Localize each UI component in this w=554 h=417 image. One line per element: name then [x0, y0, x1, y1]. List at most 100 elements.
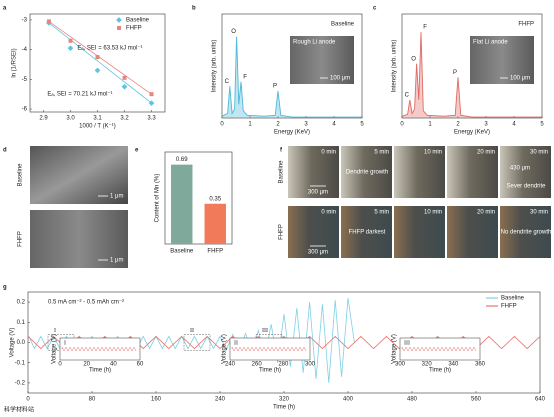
- inset-x-tick-label: 260: [252, 362, 263, 368]
- x-tick-label: 2: [456, 122, 460, 128]
- note: 430 μm: [510, 166, 530, 172]
- peak-label: F: [243, 74, 247, 80]
- inset-x-tick-label: 0: [58, 362, 62, 368]
- x-tick-label: 240: [215, 397, 226, 403]
- x-axis-label: Energy (KeV): [274, 130, 310, 136]
- x-tick-label: 160: [151, 397, 162, 403]
- peak-label: P: [273, 83, 277, 89]
- x-tick-label: 3.3: [147, 116, 156, 122]
- x-tick-label: 3.2: [120, 116, 129, 122]
- peak-label: C: [225, 79, 230, 85]
- scale-label: 100 μm: [330, 76, 350, 82]
- y-tick-label: 0.1: [17, 320, 26, 326]
- x-tick-label: 2.9: [39, 116, 48, 122]
- data-point: [148, 100, 155, 106]
- annotation: Eₐ, SEI = 63.53 kJ mol⁻¹: [77, 46, 142, 52]
- panel-label: e: [135, 148, 139, 154]
- inset-frame: [399, 337, 481, 361]
- inset-y-label: Voltage (V): [52, 334, 58, 364]
- x-tick-label: 0: [220, 122, 224, 128]
- scale-label: 1 μm: [110, 258, 123, 264]
- optical-image: [288, 146, 339, 198]
- peak-label: O: [411, 56, 416, 62]
- note: FHFP darkest: [349, 230, 386, 236]
- y-tick-label: -6: [22, 107, 28, 113]
- panel-label: a: [3, 6, 7, 12]
- time-label: 10 min: [424, 210, 442, 216]
- inset-x-label: Time (h): [429, 368, 451, 374]
- inset-x-tick-label: 280: [278, 362, 289, 368]
- chart-title: FHFP: [518, 22, 534, 28]
- optical-image: [288, 206, 339, 258]
- x-tick-label: 1: [428, 122, 432, 128]
- data-point: [67, 45, 74, 51]
- time-label: 20 min: [477, 210, 495, 216]
- condition-label: 0.5 mA cm⁻² - 0.5 mAh cm⁻²: [48, 300, 124, 306]
- legend-label: FHFP: [126, 26, 142, 32]
- data-line: [221, 36, 362, 118]
- x-tick-label: 400: [343, 397, 354, 403]
- chart-title: Baseline: [331, 22, 355, 28]
- inset-label: I: [64, 340, 66, 346]
- y-axis-label: Voltage (V): [10, 328, 16, 358]
- x-tick-label: 320: [279, 397, 290, 403]
- note: No dendrite growth: [501, 230, 552, 236]
- inset-x-tick-label: 320: [422, 362, 433, 368]
- spectrum-area: [222, 36, 362, 118]
- inset-label: III: [404, 340, 410, 346]
- time-label: 5 min: [374, 150, 389, 156]
- inset-frame: [59, 337, 141, 361]
- data-point: [149, 92, 154, 97]
- inset-trace: [401, 346, 477, 352]
- inset-x-tick-label: 20: [83, 362, 90, 368]
- time-label: 30 min: [530, 150, 548, 156]
- inset-x-label: Time (h): [89, 368, 111, 374]
- y-tick-label: -3: [22, 18, 28, 24]
- bar: [204, 203, 226, 244]
- inset-x-tick-label: 300: [395, 362, 406, 368]
- peak-label: P: [453, 70, 457, 76]
- region-label: III: [262, 328, 268, 334]
- panel-label: c: [373, 6, 377, 12]
- x-tick-label: 1: [248, 122, 252, 128]
- plot-frame: [164, 151, 233, 245]
- fit-line: [48, 22, 152, 104]
- optical-image: [500, 146, 551, 198]
- x-tick-label: 3: [484, 122, 488, 128]
- x-tick-label: 3.1: [93, 116, 102, 122]
- x-tick-label: 640: [535, 397, 546, 403]
- time-label: 5 min: [374, 210, 389, 216]
- inset-x-tick-label: 340: [448, 362, 459, 368]
- note: Sever dendrite: [506, 184, 546, 190]
- row-label: FHFP: [18, 231, 24, 247]
- row-label: Baseline: [279, 160, 285, 184]
- data-point: [122, 75, 127, 80]
- x-tick-label: Baseline: [170, 249, 194, 255]
- row-label: FHFP: [279, 224, 285, 240]
- region-label: I: [54, 328, 56, 334]
- panel-label: b: [192, 6, 196, 12]
- inset-trace: [61, 346, 137, 352]
- region-label: II: [190, 328, 194, 334]
- inset-x-label: Time (h): [259, 368, 281, 374]
- y-tick-label: 0.0: [17, 340, 26, 346]
- scale-label: 1 μm: [110, 194, 123, 200]
- inset-trace: [231, 346, 307, 352]
- x-tick-label: 2: [276, 122, 280, 128]
- y-axis-label: Intensity (arb. units): [392, 40, 398, 93]
- watermark: 科学材料站: [4, 406, 34, 414]
- optical-image: [500, 206, 551, 258]
- sem-image: [30, 210, 128, 268]
- x-tick-label: 3: [304, 122, 308, 128]
- inset-y-label: Voltage (V): [392, 334, 398, 364]
- optical-image: [341, 146, 392, 198]
- data-point: [68, 38, 73, 43]
- legend-label: FHFP: [501, 304, 517, 310]
- inset-x-tick-label: 40: [110, 362, 117, 368]
- y-tick-label: -5: [22, 77, 28, 83]
- panel-label: d: [3, 148, 7, 154]
- y-tick-label: -4: [22, 47, 28, 53]
- time-label: 0 min: [321, 150, 336, 156]
- legend-label: Baseline: [126, 18, 150, 24]
